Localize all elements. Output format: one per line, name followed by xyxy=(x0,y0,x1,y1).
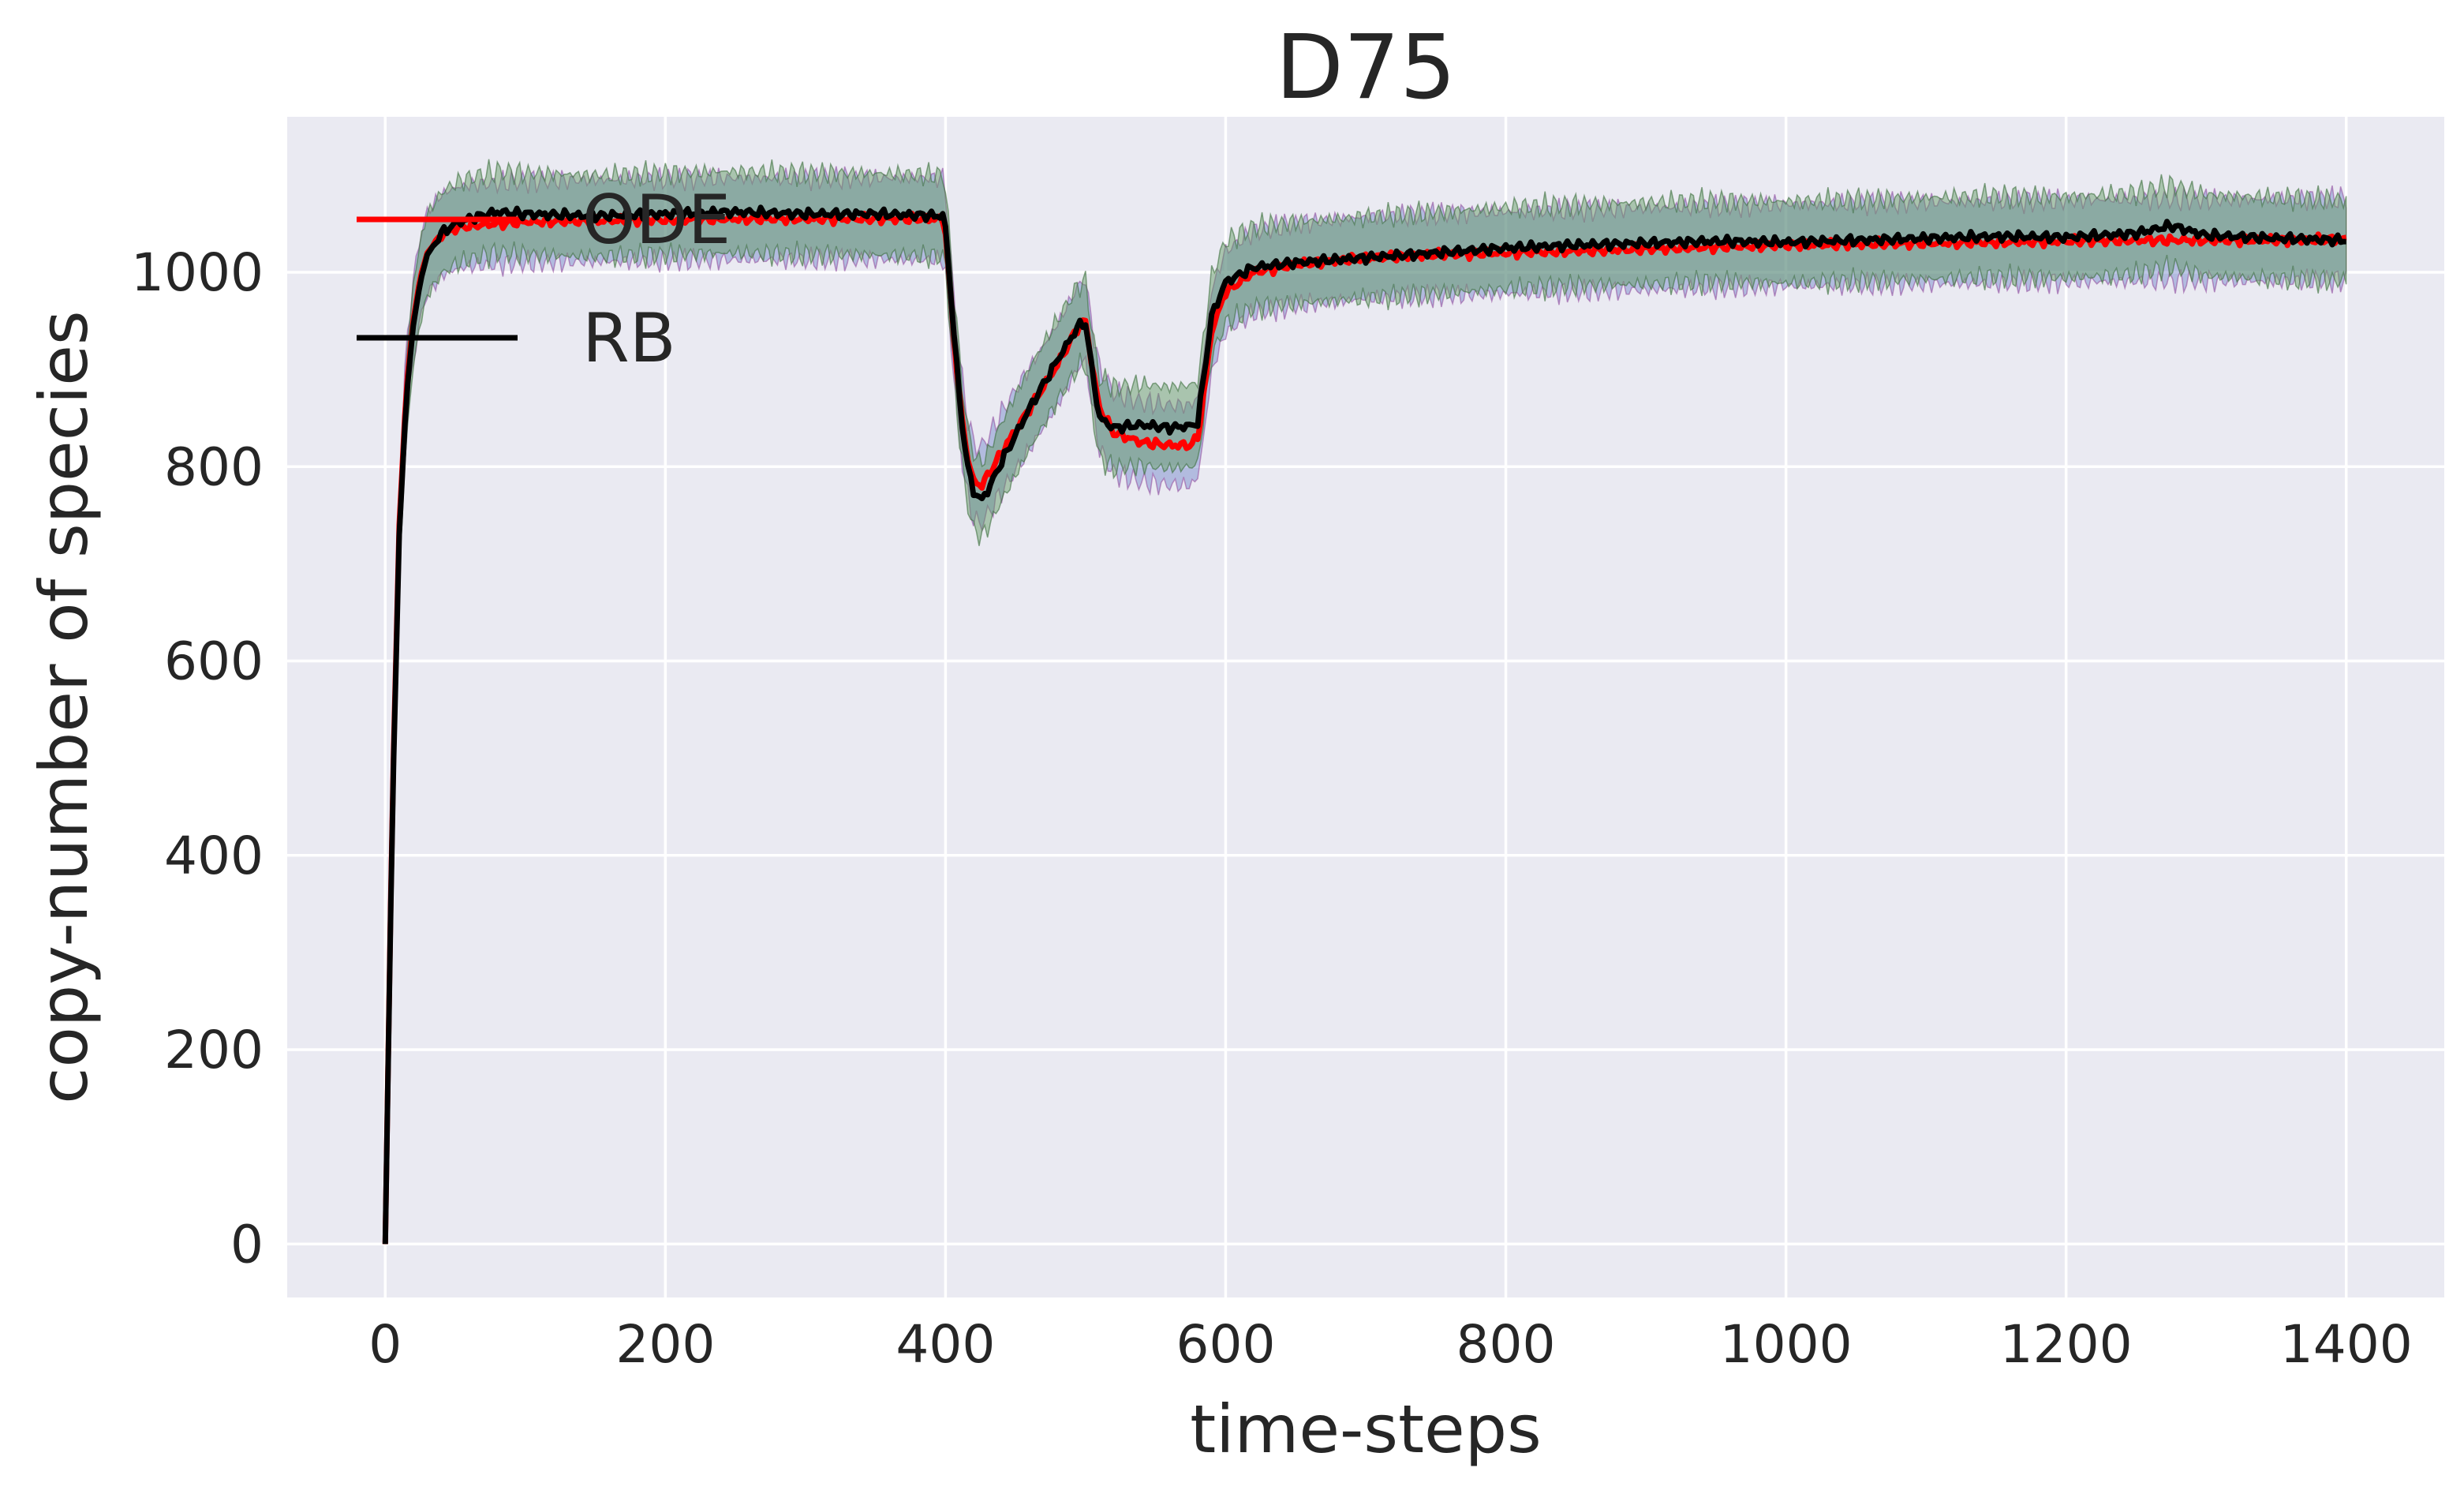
x-tick-label: 200 xyxy=(615,1314,715,1375)
legend-label-ode: ODE xyxy=(582,181,731,260)
y-tick-label: 800 xyxy=(164,436,264,497)
y-tick-label: 600 xyxy=(164,631,264,692)
y-tick-label: 400 xyxy=(164,826,264,886)
x-tick-label: 800 xyxy=(1456,1314,1556,1375)
x-tick-label: 400 xyxy=(895,1314,995,1375)
legend: ODE RB xyxy=(357,181,731,378)
series-line-ode xyxy=(382,211,2347,1245)
series-line-rb xyxy=(382,204,2346,1245)
tick-labels: 0 200 400 600 800 1000 1200 1400 0 200 400 600 800 10… xyxy=(131,242,2413,1375)
x-tick-label: 1200 xyxy=(2000,1314,2133,1375)
y-tick-label: 0 xyxy=(230,1214,264,1275)
x-tick-label: 1000 xyxy=(1720,1314,1853,1375)
legend-label-rb: RB xyxy=(582,299,676,378)
y-tick-label: 1000 xyxy=(131,242,264,303)
chart-title: D75 xyxy=(1276,17,1456,119)
x-tick-label: 1400 xyxy=(2280,1314,2413,1375)
y-axis-label: copy-number of species xyxy=(25,310,103,1103)
x-tick-label: 600 xyxy=(1176,1314,1275,1375)
x-axis-label: time-steps xyxy=(1190,1391,1542,1468)
x-tick-label: 0 xyxy=(368,1314,402,1375)
grid-lines xyxy=(287,117,2444,1297)
y-tick-label: 200 xyxy=(164,1020,264,1080)
series-lines xyxy=(382,204,2347,1245)
plot-background xyxy=(287,117,2444,1297)
